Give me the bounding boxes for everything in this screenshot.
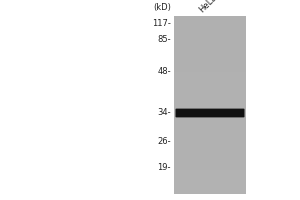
Bar — [174, 58, 246, 60]
Text: 34-: 34- — [158, 108, 171, 117]
Text: 19-: 19- — [158, 162, 171, 171]
Bar — [174, 190, 246, 192]
Bar — [174, 149, 246, 152]
Bar — [174, 136, 246, 138]
Text: 117-: 117- — [152, 19, 171, 27]
Bar — [174, 163, 246, 165]
Text: HeLa: HeLa — [198, 0, 219, 14]
Bar — [174, 43, 246, 45]
Bar — [174, 16, 246, 194]
Bar — [174, 127, 246, 129]
Bar — [174, 145, 246, 147]
Bar — [174, 65, 246, 67]
Bar — [174, 192, 246, 194]
Bar — [174, 49, 246, 52]
Bar — [174, 52, 246, 54]
Bar — [174, 167, 246, 170]
Bar — [174, 132, 246, 134]
FancyBboxPatch shape — [176, 109, 244, 117]
Bar — [174, 101, 246, 103]
Bar — [174, 25, 246, 27]
Bar — [174, 47, 246, 49]
Bar — [174, 72, 246, 74]
Bar — [174, 34, 246, 36]
Bar — [174, 141, 246, 143]
Bar — [174, 187, 246, 190]
Text: (kD): (kD) — [153, 3, 171, 12]
Bar — [174, 29, 246, 32]
Bar — [174, 154, 246, 156]
Bar — [174, 18, 246, 20]
Bar — [174, 109, 246, 112]
Bar — [174, 181, 246, 183]
Bar — [174, 54, 246, 56]
Bar — [174, 38, 246, 40]
Bar — [174, 156, 246, 158]
Bar — [174, 174, 246, 176]
Bar — [174, 67, 246, 69]
Bar — [174, 172, 246, 174]
Bar — [174, 92, 246, 94]
Bar — [174, 107, 246, 109]
Bar — [174, 134, 246, 136]
Bar — [174, 185, 246, 187]
Bar — [174, 36, 246, 38]
Bar — [174, 27, 246, 29]
Bar — [174, 87, 246, 89]
Bar — [174, 143, 246, 145]
Text: 48-: 48- — [158, 66, 171, 75]
Bar — [174, 129, 246, 132]
Bar — [174, 83, 246, 85]
Bar — [174, 161, 246, 163]
Bar — [174, 147, 246, 149]
Bar — [174, 138, 246, 141]
Bar — [174, 112, 246, 114]
Bar — [174, 98, 246, 101]
Bar — [174, 74, 246, 76]
Bar — [174, 170, 246, 172]
Bar — [174, 20, 246, 23]
Bar — [174, 60, 246, 63]
Bar — [174, 69, 246, 72]
Bar — [174, 63, 246, 65]
Bar — [174, 96, 246, 98]
Bar — [174, 16, 246, 18]
Bar — [174, 40, 246, 43]
Bar — [174, 176, 246, 178]
Bar — [174, 89, 246, 92]
Bar — [174, 125, 246, 127]
Bar — [174, 23, 246, 25]
Bar — [174, 76, 246, 78]
Bar — [174, 152, 246, 154]
Bar — [174, 81, 246, 83]
Bar — [174, 114, 246, 116]
Bar — [174, 123, 246, 125]
Bar — [174, 45, 246, 47]
Bar — [174, 105, 246, 107]
Bar — [174, 118, 246, 121]
Bar — [174, 165, 246, 167]
Bar — [174, 103, 246, 105]
Bar — [174, 183, 246, 185]
Bar — [174, 56, 246, 58]
Text: 26-: 26- — [158, 136, 171, 146]
Bar — [174, 32, 246, 34]
Bar — [174, 78, 246, 81]
Bar — [174, 94, 246, 96]
Bar — [174, 158, 246, 161]
Bar — [174, 116, 246, 118]
Bar — [174, 85, 246, 87]
Bar — [174, 121, 246, 123]
Text: 85-: 85- — [158, 34, 171, 44]
Bar — [174, 178, 246, 181]
